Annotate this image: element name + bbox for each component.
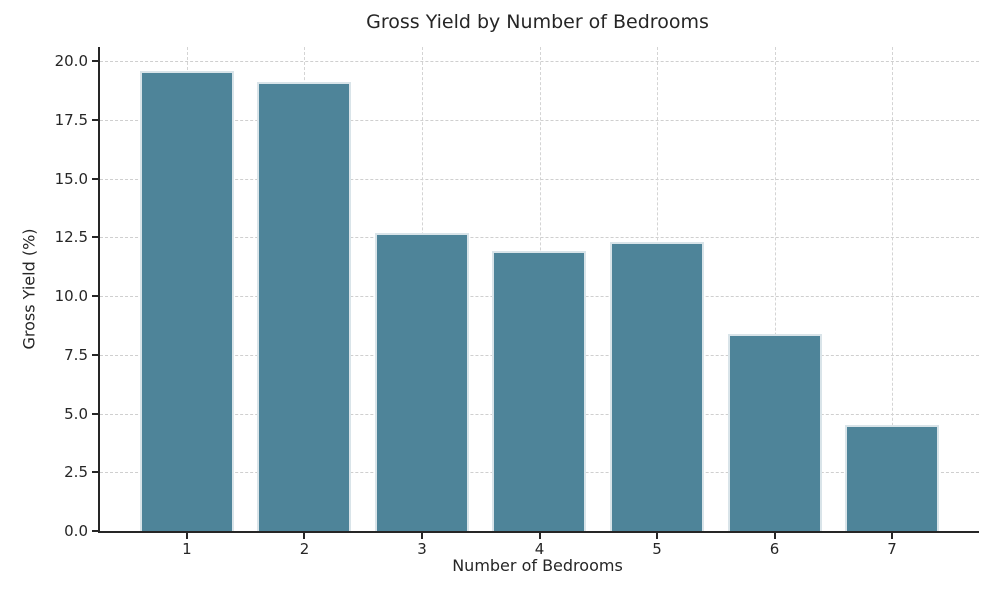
x-tick-label: 2 xyxy=(299,540,310,558)
y-tick-label: 0.0 xyxy=(64,522,88,540)
y-tick-mark xyxy=(92,295,98,298)
y-tick-mark xyxy=(92,530,98,532)
y-tick-label: 12.5 xyxy=(54,228,88,247)
x-tick-mark xyxy=(185,533,188,539)
y-tick-mark xyxy=(92,353,98,356)
x-tick-label: 3 xyxy=(417,540,427,558)
y-tick-label: 5.0 xyxy=(64,404,88,423)
y-tick-label: 2.5 xyxy=(64,463,88,482)
x-tick-mark xyxy=(538,533,541,539)
y-tick-mark xyxy=(92,177,98,180)
bar-bedrooms-3 xyxy=(374,232,469,531)
v-gridline xyxy=(892,47,894,531)
bar-bedrooms-6 xyxy=(727,333,822,531)
x-tick-mark xyxy=(773,533,776,539)
x-tick-label: 6 xyxy=(769,540,780,558)
x-tick-mark xyxy=(303,533,306,539)
bar-bedrooms-1 xyxy=(139,70,234,531)
x-tick-label: 7 xyxy=(887,540,897,558)
y-tick-label: 20.0 xyxy=(54,52,88,71)
y-tick-mark xyxy=(92,118,98,121)
x-tick-label: 4 xyxy=(534,540,545,558)
y-tick-mark xyxy=(92,60,98,63)
bar-bedrooms-7 xyxy=(845,425,940,531)
y-tick-label: 17.5 xyxy=(54,110,88,129)
y-tick-label: 10.0 xyxy=(54,287,88,306)
x-tick-label: 1 xyxy=(182,540,192,558)
x-tick-mark xyxy=(420,533,423,539)
v-gridline xyxy=(774,47,776,531)
bar-bedrooms-4 xyxy=(492,251,587,531)
x-tick-mark xyxy=(656,533,658,539)
y-tick-label: 7.5 xyxy=(64,345,88,364)
chart-title: Gross Yield by Number of Bedrooms xyxy=(366,11,709,33)
x-axis-label: Number of Bedrooms xyxy=(452,556,623,575)
bar-bedrooms-5 xyxy=(610,242,704,531)
y-tick-mark xyxy=(92,236,98,239)
plot-area: 0.0 2.5 5.0 7.5 10.0 12.5 15.0 17.5 20.0 1 2 3 4 5 6 7 xyxy=(55,47,979,558)
y-tick-mark xyxy=(92,412,98,415)
x-tick-mark xyxy=(891,533,894,539)
y-axis-label: Gross Yield (%) xyxy=(19,228,39,350)
y-tick-label: 15.0 xyxy=(54,169,88,188)
y-tick-mark xyxy=(92,471,98,474)
x-tick-label: 5 xyxy=(652,540,662,558)
bar-bedrooms-2 xyxy=(257,82,352,531)
